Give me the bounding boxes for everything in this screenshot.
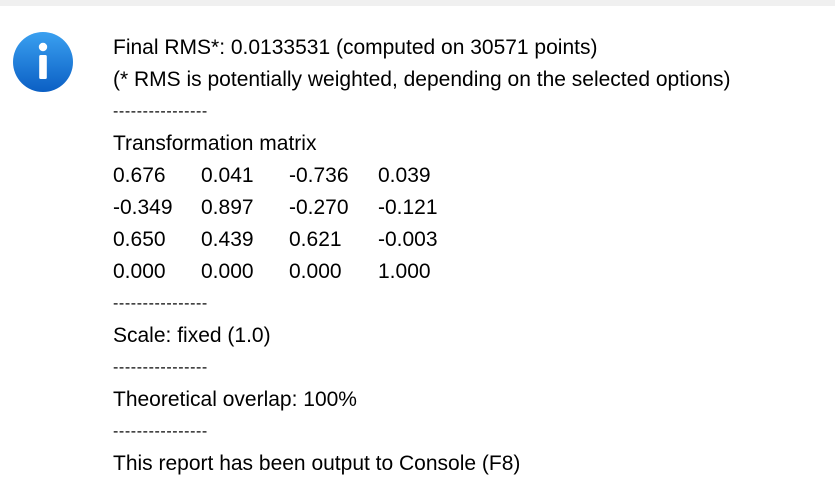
matrix-cell: 0.041 bbox=[201, 164, 254, 187]
rms-line: Final RMS*: 0.0133531 (computed on 30571… bbox=[113, 36, 598, 59]
matrix-row-2: -0.349 0.897 -0.270 -0.121 bbox=[113, 192, 831, 224]
matrix-cell: 1.000 bbox=[378, 260, 431, 283]
matrix-cell: -0.003 bbox=[378, 228, 438, 251]
info-icon bbox=[11, 30, 75, 94]
matrix-cell: 0.039 bbox=[378, 164, 431, 187]
report-text: Final RMS*: 0.0133531 (computed on 30571… bbox=[113, 32, 831, 480]
matrix-row-1: 0.676 0.041 -0.736 0.039 bbox=[113, 160, 831, 192]
scale-line: Scale: fixed (1.0) bbox=[113, 324, 271, 347]
matrix-cell: -0.121 bbox=[378, 196, 438, 219]
separator: ---------------- bbox=[113, 103, 208, 120]
matrix-row-3: 0.650 0.439 0.621 -0.003 bbox=[113, 224, 831, 256]
matrix-cell: -0.349 bbox=[113, 196, 173, 219]
console-line: This report has been output to Console (… bbox=[113, 452, 521, 475]
matrix-cell: 0.621 bbox=[289, 228, 342, 251]
rms-note: (* RMS is potentially weighted, dependin… bbox=[113, 68, 731, 91]
title-bar-edge bbox=[0, 0, 835, 6]
matrix-cell: 0.650 bbox=[113, 228, 166, 251]
matrix-cell: 0.000 bbox=[289, 260, 342, 283]
separator: ---------------- bbox=[113, 359, 208, 376]
matrix-cell: 0.439 bbox=[201, 228, 254, 251]
overlap-line: Theoretical overlap: 100% bbox=[113, 388, 357, 411]
matrix-cell: 0.897 bbox=[201, 196, 254, 219]
separator: ---------------- bbox=[113, 295, 208, 312]
matrix-row-4: 0.000 0.000 0.000 1.000 bbox=[113, 256, 831, 288]
separator: ---------------- bbox=[113, 423, 208, 440]
matrix-cell: 0.676 bbox=[113, 164, 166, 187]
matrix-cell: -0.736 bbox=[289, 164, 349, 187]
matrix-title: Transformation matrix bbox=[113, 132, 317, 155]
matrix-cell: 0.000 bbox=[113, 260, 166, 283]
matrix-cell: 0.000 bbox=[201, 260, 254, 283]
matrix-cell: -0.270 bbox=[289, 196, 349, 219]
